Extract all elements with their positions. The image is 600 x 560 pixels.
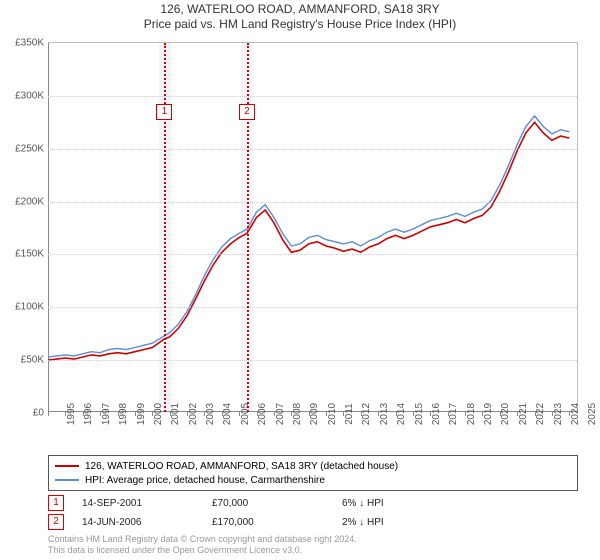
legend-row: 126, WATERLOO ROAD, AMMANFORD, SA18 3RY …	[55, 459, 571, 473]
gridline	[48, 360, 577, 361]
title-line2: Price paid vs. HM Land Registry's House …	[0, 17, 600, 31]
marker-label: 1	[156, 104, 172, 120]
data-row-price: £70,000	[212, 498, 342, 509]
data-row: 2 14-JUN-2006£170,0002% ↓ HPI	[48, 514, 472, 530]
marker-line	[247, 43, 249, 412]
data-row: 1 14-SEP-2001£70,0006% ↓ HPI	[48, 495, 472, 511]
y-axis-label: £50K	[21, 355, 44, 366]
gridline	[48, 202, 577, 203]
series-line	[48, 116, 569, 357]
gridline	[48, 96, 577, 97]
x-axis-label: 2025	[569, 403, 598, 425]
marker-label: 2	[239, 104, 255, 120]
y-axis-label: £150K	[15, 249, 44, 260]
data-row-date: 14-JUN-2006	[82, 517, 212, 528]
chart-area: £0£50K£100K£150K£200K£250K£300K£350K1995…	[48, 42, 578, 412]
legend-label: HPI: Average price, detached house, Carm…	[85, 475, 325, 486]
data-row-pct: 6% ↓ HPI	[342, 498, 472, 509]
y-axis-label: £200K	[15, 196, 44, 207]
legend-swatch	[55, 479, 79, 481]
data-row-pct: 2% ↓ HPI	[342, 517, 472, 528]
gridline	[48, 307, 577, 308]
data-rows: 1 14-SEP-2001£70,0006% ↓ HPI 2 14-JUN-2006£…	[48, 495, 472, 533]
legend-label: 126, WATERLOO ROAD, AMMANFORD, SA18 3RY …	[85, 461, 398, 472]
data-row-price: £170,000	[212, 517, 342, 528]
gridline	[48, 149, 577, 150]
footer-line1: Contains HM Land Registry data © Crown c…	[48, 534, 357, 545]
legend-swatch	[55, 465, 79, 467]
y-axis-label: £250K	[15, 143, 44, 154]
legend: 126, WATERLOO ROAD, AMMANFORD, SA18 3RY …	[48, 455, 578, 491]
data-row-marker: 2	[48, 514, 64, 530]
chart-lines	[48, 43, 578, 413]
footer-line2: This data is licensed under the Open Gov…	[48, 545, 357, 556]
y-axis-label: £0	[33, 408, 44, 419]
gridline	[48, 254, 577, 255]
y-axis-label: £300K	[15, 90, 44, 101]
y-axis-label: £100K	[15, 302, 44, 313]
marker-line	[164, 43, 166, 412]
footer-text: Contains HM Land Registry data © Crown c…	[48, 534, 357, 556]
legend-row: HPI: Average price, detached house, Carm…	[55, 473, 571, 487]
data-row-marker: 1	[48, 495, 64, 511]
y-axis-label: £350K	[15, 38, 44, 49]
title-line1: 126, WATERLOO ROAD, AMMANFORD, SA18 3RY	[0, 2, 600, 16]
data-row-date: 14-SEP-2001	[82, 498, 212, 509]
series-line	[48, 122, 569, 360]
